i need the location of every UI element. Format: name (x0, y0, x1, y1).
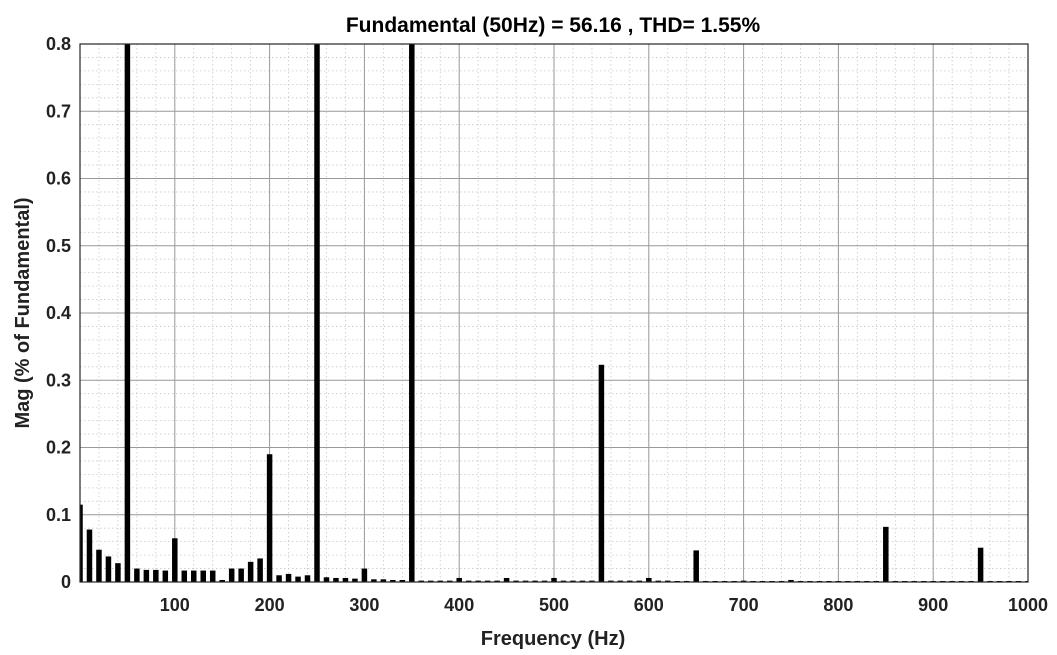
bar (409, 44, 415, 582)
bar (541, 580, 548, 582)
y-tick-label: 0.3 (46, 370, 71, 390)
x-axis-ticks: 100 200 300 400 500 600 700 800 900 1000 (160, 595, 1048, 615)
bar (209, 570, 216, 582)
y-tick-label: 0.1 (46, 505, 71, 525)
x-tick-label: 400 (444, 595, 474, 615)
bar (589, 580, 595, 582)
bar (172, 538, 178, 582)
bar (428, 580, 434, 582)
x-tick-label: 1000 (1008, 595, 1048, 615)
bar (532, 580, 538, 582)
bar (484, 580, 491, 582)
y-tick-label: 0.4 (46, 303, 71, 323)
bar (314, 44, 320, 582)
x-tick-label: 900 (918, 595, 948, 615)
bar (115, 563, 121, 582)
y-axis-ticks: 0 0.1 0.2 0.3 0.4 0.5 0.6 0.7 0.8 (46, 34, 71, 592)
bar (143, 569, 150, 582)
bar (86, 529, 93, 582)
bar (579, 580, 586, 582)
bar (465, 580, 472, 582)
bar (134, 568, 140, 582)
bar (96, 549, 102, 582)
bar (361, 568, 368, 582)
bar (333, 577, 339, 582)
bar (740, 580, 747, 582)
x-tick-label: 700 (729, 595, 759, 615)
y-tick-label: 0.2 (46, 438, 71, 458)
bar (342, 577, 349, 582)
bar (655, 580, 662, 582)
bar (627, 580, 633, 582)
plot-frame (79, 43, 1029, 583)
bar (181, 570, 188, 582)
bar (608, 580, 614, 582)
bar (513, 580, 519, 582)
bar (977, 547, 984, 582)
x-tick-label: 300 (349, 595, 379, 615)
bar (570, 580, 576, 582)
bar (191, 570, 197, 582)
bar (228, 568, 235, 582)
bar (276, 575, 282, 582)
y-axis-label: Mag (% of Fundamental) (12, 197, 34, 428)
bar (247, 561, 254, 582)
bar (238, 568, 244, 582)
y-tick-label: 0.8 (46, 34, 71, 54)
bar (162, 570, 169, 582)
bar (124, 44, 131, 582)
bar (219, 579, 225, 582)
bar (646, 577, 652, 582)
bar (418, 580, 425, 582)
bar (665, 580, 671, 582)
bar (437, 580, 443, 582)
bar (285, 573, 292, 582)
bar (494, 580, 500, 582)
bar (304, 575, 311, 582)
bar (295, 576, 301, 582)
bar (399, 579, 406, 582)
bar (323, 577, 330, 582)
bar (200, 570, 206, 582)
x-tick-label: 800 (823, 595, 853, 615)
bar (475, 580, 481, 582)
bar (522, 580, 529, 582)
bar (266, 454, 273, 582)
bar (80, 504, 83, 582)
x-tick-label: 200 (255, 595, 285, 615)
bar (446, 580, 453, 582)
bar (636, 580, 643, 582)
bar (617, 580, 624, 582)
x-tick-label: 100 (160, 595, 190, 615)
bar (105, 556, 112, 582)
bar (371, 579, 377, 582)
bar (503, 577, 510, 582)
x-axis-label: Frequency (Hz) (481, 628, 625, 650)
bar (257, 558, 263, 582)
y-tick-label: 0 (61, 572, 71, 592)
bar (551, 577, 557, 582)
bar (352, 578, 358, 582)
bar (693, 550, 699, 582)
chart-title: Fundamental (50Hz) = 56.16 , THD= 1.55% (346, 14, 761, 37)
y-tick-label: 0.7 (46, 101, 71, 121)
x-tick-label: 500 (539, 595, 569, 615)
bar (788, 579, 794, 582)
bar (456, 577, 462, 582)
bar (598, 364, 605, 582)
bar (153, 569, 159, 582)
bar (380, 579, 387, 582)
y-tick-label: 0.6 (46, 169, 71, 189)
grid-lines (79, 43, 1029, 583)
bar (883, 526, 889, 582)
bar (390, 579, 396, 582)
bar (560, 580, 567, 582)
x-tick-label: 600 (634, 595, 664, 615)
y-tick-label: 0.5 (46, 236, 71, 256)
